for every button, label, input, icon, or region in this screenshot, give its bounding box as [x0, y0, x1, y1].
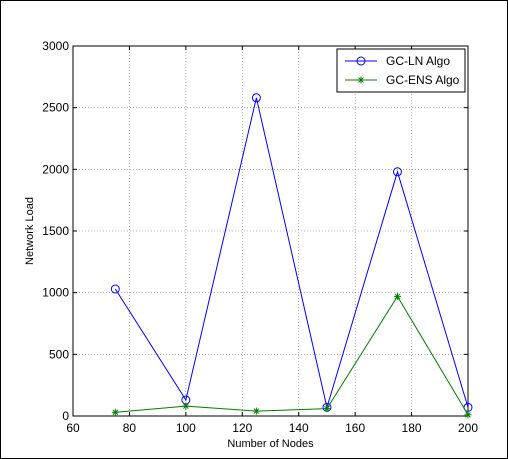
legend-marker	[356, 56, 366, 66]
axis-ticks: 60 80 100 120 140 160 180 200050010001500200025…	[42, 39, 478, 435]
y-tick-label: 500	[49, 347, 69, 361]
y-tick-label: 2000	[42, 162, 69, 176]
legend-label: GC-ENS Algo	[386, 73, 460, 87]
plot-area	[72, 45, 469, 417]
data-point	[252, 407, 260, 415]
legend-marker	[357, 76, 365, 84]
x-tick-label: 180	[402, 421, 422, 435]
x-tick-label: 80	[123, 421, 137, 435]
data-point	[392, 167, 402, 177]
data-series	[110, 93, 473, 419]
data-point	[251, 93, 261, 103]
legend-entry: GC-ENS Algo	[345, 73, 460, 87]
x-tick-label: 120	[232, 421, 252, 435]
legend-label: GC-LN Algo	[386, 54, 450, 68]
y-tick-label: 1000	[42, 286, 69, 300]
x-tick-label: 200	[458, 421, 478, 435]
y-axis-label: Network Load	[24, 197, 36, 265]
legend: GC-LN Algo GC-ENS Algo	[336, 48, 466, 93]
data-point	[323, 405, 331, 413]
x-tick-label: 60	[66, 421, 80, 435]
data-point	[110, 284, 120, 294]
series-2	[111, 292, 472, 419]
series-1	[110, 93, 473, 412]
series-line	[115, 295, 469, 416]
x-axis-label: Number of Nodes	[227, 438, 314, 450]
y-tick-label: 2500	[42, 101, 69, 115]
x-tick-label: 160	[345, 421, 365, 435]
y-tick-label: 0	[62, 409, 69, 423]
data-point	[393, 292, 401, 300]
series-line	[114, 97, 469, 410]
x-tick-label: 140	[289, 421, 309, 435]
y-tick-label: 3000	[42, 39, 69, 53]
data-point	[464, 411, 472, 419]
data-point	[111, 408, 119, 416]
grid-lines	[73, 46, 468, 416]
legend-box	[336, 48, 466, 93]
legend-entry: GC-LN Algo	[345, 54, 450, 68]
y-tick-label: 1500	[42, 224, 69, 238]
x-tick-label: 100	[176, 421, 196, 435]
data-point	[182, 402, 190, 410]
